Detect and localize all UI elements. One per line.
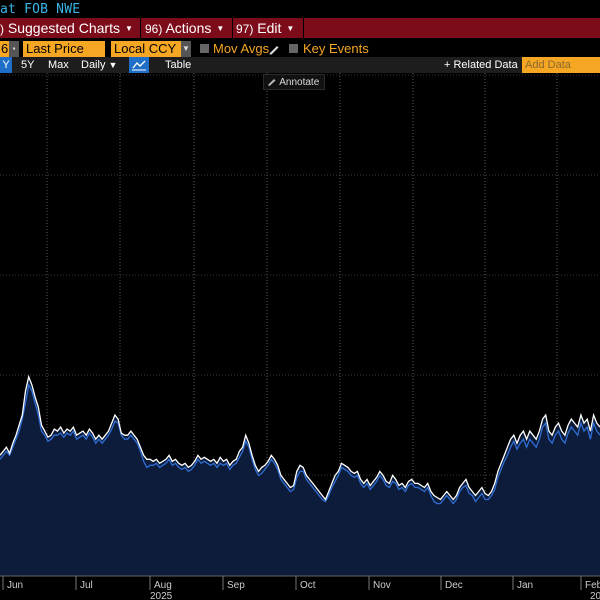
- key-events-label: Key Events: [303, 41, 369, 56]
- x-tick-label: Aug: [154, 580, 172, 591]
- x-year-label: 2025: [150, 591, 173, 600]
- x-tick-label: Feb: [585, 580, 600, 591]
- series-line-blue: [0, 382, 600, 505]
- line-chart-type-button[interactable]: [129, 57, 149, 73]
- pencil-icon: [268, 79, 276, 86]
- caret-down-icon: ▼: [286, 24, 295, 33]
- period-dropdown-icon[interactable]: ▪: [9, 41, 19, 57]
- mov-avgs-label: Mov Avgs: [213, 41, 270, 56]
- mov-avgs-checkbox[interactable]: [200, 44, 209, 53]
- price-chart[interactable]: Jun Jul Aug Sep Oct Nov Dec Jan Feb 2025 20: [0, 73, 600, 600]
- actions-label: Actions: [165, 20, 212, 36]
- chart-settings-toolbar: 6 ▪ Last Price Local CCY ▼ Mov Avgs Key …: [0, 40, 600, 58]
- price-area: [0, 376, 600, 576]
- range-5y[interactable]: 5Y: [21, 59, 35, 71]
- related-data-button[interactable]: + Related Data: [444, 59, 518, 71]
- menu-bar: ) Suggested Charts ▼ 96) Actions ▼ 97) Edi…: [0, 18, 600, 38]
- range-toolbar: Y 5Y Max Daily ▼ Table + Related Data Ad…: [0, 57, 600, 73]
- annotate-button[interactable]: Annotate: [263, 74, 325, 90]
- x-tick-label: Jun: [7, 580, 23, 591]
- annotate-label: Annotate: [279, 77, 320, 88]
- x-tick-label: Oct: [300, 580, 316, 591]
- caret-down-icon: ▼: [108, 60, 118, 70]
- actions-number: 96): [145, 22, 163, 36]
- suggested-charts-label: Suggested Charts: [7, 20, 120, 36]
- currency-field[interactable]: Local CCY: [111, 41, 181, 57]
- add-data-input[interactable]: Add Data: [522, 57, 600, 73]
- title-bar: at FOB NWE: [0, 0, 600, 18]
- edit-menu[interactable]: 97) Edit ▼: [236, 18, 294, 38]
- range-max[interactable]: Max: [48, 59, 69, 71]
- pencil-icon[interactable]: [268, 43, 280, 55]
- range-selected[interactable]: Y: [0, 57, 12, 73]
- frequency-label: Daily: [81, 59, 106, 71]
- key-events-checkbox[interactable]: [289, 44, 298, 53]
- x-axis-band: [0, 576, 600, 600]
- caret-down-icon: ▼: [216, 24, 225, 33]
- edit-number: 97): [236, 22, 254, 36]
- menu-separator: [303, 18, 304, 38]
- x-tick-label: Jul: [80, 580, 93, 591]
- table-button[interactable]: Table: [165, 59, 192, 71]
- x-tick-label: Sep: [227, 580, 245, 591]
- edit-label: Edit: [257, 20, 282, 36]
- series-line-white: [0, 374, 600, 501]
- last-price-field[interactable]: Last Price: [23, 41, 105, 57]
- suggested-charts-menu[interactable]: ) Suggested Charts ▼: [0, 18, 133, 38]
- frequency-select[interactable]: Daily ▼: [81, 57, 117, 73]
- security-title: at FOB NWE: [0, 2, 81, 17]
- x-tick-label: Dec: [445, 580, 463, 591]
- menu-separator: [140, 18, 141, 38]
- period-field[interactable]: 6: [0, 41, 9, 57]
- x-year-label: 20: [590, 591, 600, 600]
- menu-number-fragment: ): [0, 22, 4, 36]
- currency-dropdown-icon[interactable]: ▼: [181, 41, 191, 57]
- line-chart-icon: [132, 60, 146, 71]
- actions-menu[interactable]: 96) Actions ▼: [145, 18, 224, 38]
- x-tick-label: Jan: [517, 580, 533, 591]
- caret-down-icon: ▼: [124, 24, 133, 33]
- x-tick-label: Nov: [373, 580, 391, 591]
- menu-separator: [232, 18, 233, 38]
